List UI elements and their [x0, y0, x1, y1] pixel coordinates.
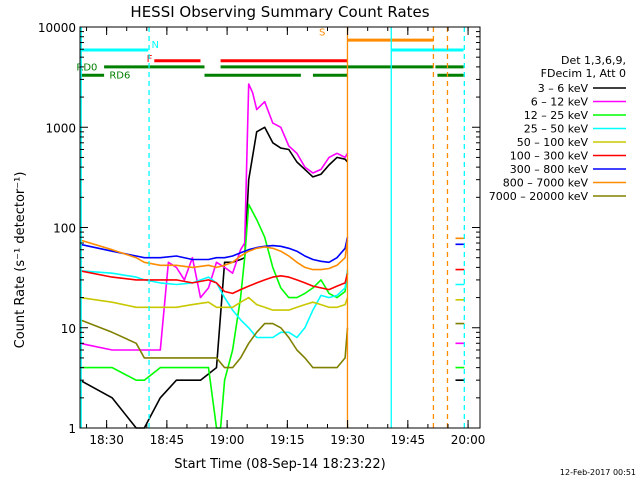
series-line-2	[80, 203, 465, 429]
legend-label-6: 300 – 800 keV	[510, 163, 589, 176]
series-line-6	[79, 237, 465, 264]
series-line-5	[79, 268, 465, 295]
legend-label-4: 50 – 100 keV	[517, 136, 589, 149]
annotation-label-n: N	[151, 40, 158, 51]
series-line-4	[79, 296, 465, 311]
x-axis-label: Start Time (08-Sep-14 18:23:22)	[174, 457, 385, 472]
legend-label-3: 25 – 50 keV	[524, 123, 589, 136]
chart-title: HESSI Observing Summary Count Rates	[130, 3, 429, 21]
series-layer	[79, 83, 465, 429]
date-stamp: 12-Feb-2017 00:51	[560, 468, 636, 477]
legend-header-line2: FDecim 1, Att 0	[541, 67, 626, 80]
y-axis-label: Count Rate (s⁻¹ detector⁻¹)	[13, 172, 28, 349]
annotation-label-s: S	[319, 28, 325, 39]
legend-label-0: 3 – 6 keV	[538, 82, 589, 95]
series-line-1	[79, 83, 465, 351]
x-tick-label-2: 19:00	[210, 433, 245, 447]
series-line-8	[79, 319, 465, 369]
x-tick-label-0: 18:30	[89, 433, 124, 447]
x-tick-label-6: 20:00	[451, 433, 486, 447]
axis-layer: 18:30 18:45 19:00 19:15 19:30 19:45 20:00 1 10 10…	[38, 21, 486, 447]
x-tick-label-5: 19:45	[391, 433, 426, 447]
series-line-0	[79, 126, 465, 429]
legend-label-8: 7000 – 20000 keV	[489, 190, 589, 203]
x-tick-label-3: 19:15	[270, 433, 305, 447]
flag-layer: NF S RD0 RD6	[76, 28, 464, 82]
legend-label-7: 800 – 7000 keV	[503, 177, 589, 190]
y-tick-label-4: 10000	[38, 21, 76, 35]
legend-label-5: 100 – 300 keV	[510, 150, 589, 163]
x-tick-label-4: 19:30	[330, 433, 365, 447]
legend-label-2: 12 – 25 keV	[524, 109, 589, 122]
vertical-line-layer	[80, 27, 465, 428]
y-tick-label-2: 100	[53, 222, 76, 236]
y-tick-label-3: 1000	[45, 121, 76, 135]
series-line-3	[79, 269, 465, 339]
annotation-label-rd0: RD0	[76, 62, 97, 73]
legend: Det 1,3,6,9, FDecim 1, Att 0 3 – 6 keV6 …	[489, 54, 626, 203]
series-line-7	[79, 237, 465, 271]
x-tick-label-1: 18:45	[150, 433, 185, 447]
annotation-label-f: F	[147, 54, 153, 65]
legend-label-1: 6 – 12 keV	[531, 96, 589, 109]
annotation-label-rd6: RD6	[109, 71, 130, 82]
legend-header-line1: Det 1,3,6,9,	[561, 54, 626, 67]
y-tick-label-1: 10	[61, 322, 76, 336]
y-tick-label-0: 1	[68, 422, 76, 436]
